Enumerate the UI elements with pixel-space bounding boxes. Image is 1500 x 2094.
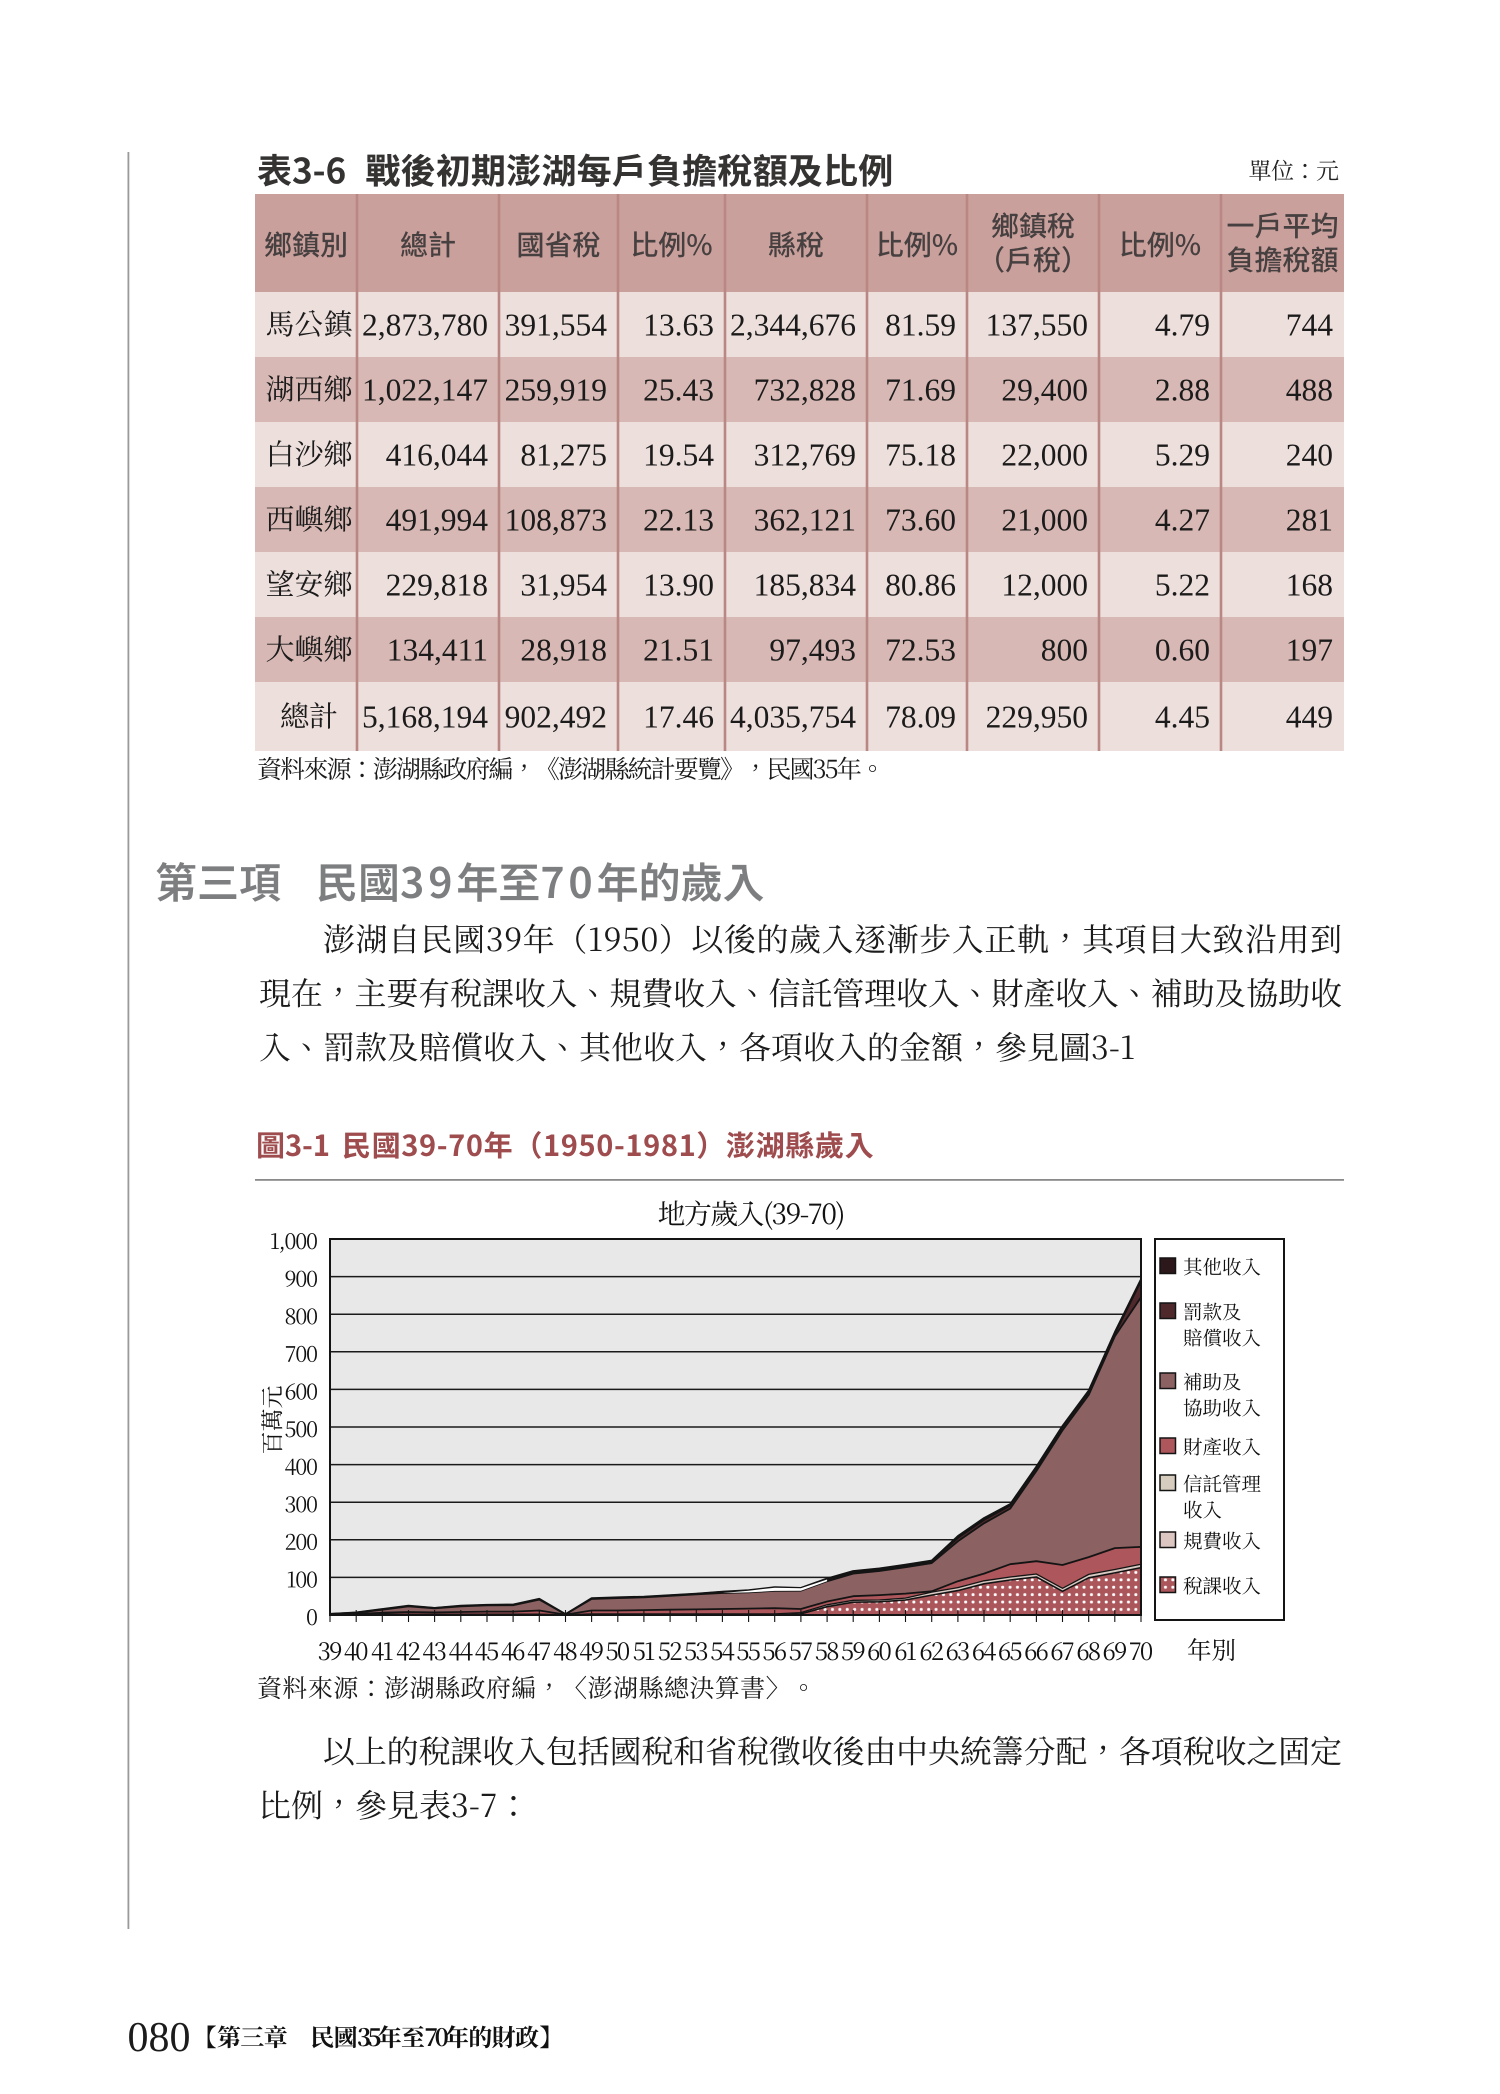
svg-text:12,000: 12,000 <box>1001 568 1088 603</box>
svg-text:25.43: 25.43 <box>643 373 714 408</box>
svg-text:137,550: 137,550 <box>986 308 1088 343</box>
svg-text:259,919: 259,919 <box>505 373 607 408</box>
svg-text:80.86: 80.86 <box>885 568 956 603</box>
svg-text:491,994: 491,994 <box>386 503 489 538</box>
svg-text:71.69: 71.69 <box>885 373 956 408</box>
svg-text:5,168,194: 5,168,194 <box>362 700 488 735</box>
svg-text:5.22: 5.22 <box>1155 568 1210 603</box>
svg-text:81,275: 81,275 <box>520 438 607 473</box>
svg-text:416,044: 416,044 <box>386 438 489 473</box>
svg-text:73.60: 73.60 <box>885 503 956 538</box>
svg-text:5.29: 5.29 <box>1155 438 1210 473</box>
svg-text:97,493: 97,493 <box>769 633 856 668</box>
svg-text:81.59: 81.59 <box>885 308 956 343</box>
svg-text:72.53: 72.53 <box>885 633 956 668</box>
svg-text:17.46: 17.46 <box>643 700 714 735</box>
svg-text:13.63: 13.63 <box>643 308 714 343</box>
svg-text:21,000: 21,000 <box>1001 503 1088 538</box>
svg-text:281: 281 <box>1286 503 1333 538</box>
svg-text:744: 744 <box>1286 308 1334 343</box>
svg-text:21.51: 21.51 <box>643 633 714 668</box>
svg-text:1,022,147: 1,022,147 <box>362 373 488 408</box>
svg-text:080: 080 <box>128 2015 191 2061</box>
svg-text:449: 449 <box>1286 700 1333 735</box>
svg-text:134,411: 134,411 <box>387 633 488 668</box>
svg-text:108,873: 108,873 <box>505 503 607 538</box>
svg-text:13.90: 13.90 <box>643 568 714 603</box>
svg-text:362,121: 362,121 <box>754 503 856 538</box>
svg-text:78.09: 78.09 <box>885 700 956 735</box>
svg-text:4.27: 4.27 <box>1155 503 1210 538</box>
svg-text:229,950: 229,950 <box>986 700 1088 735</box>
svg-text:800: 800 <box>1041 633 1088 668</box>
svg-text:312,769: 312,769 <box>754 438 856 473</box>
svg-text:732,828: 732,828 <box>754 373 856 408</box>
svg-text:229,818: 229,818 <box>386 568 488 603</box>
svg-text:28,918: 28,918 <box>520 633 607 668</box>
svg-text:2.88: 2.88 <box>1155 373 1210 408</box>
svg-text:185,834: 185,834 <box>754 568 857 603</box>
svg-text:391,554: 391,554 <box>505 308 608 343</box>
svg-text:902,492: 902,492 <box>505 700 607 735</box>
svg-text:22.13: 22.13 <box>643 503 714 538</box>
svg-text:75.18: 75.18 <box>885 438 956 473</box>
svg-text:22,000: 22,000 <box>1001 438 1088 473</box>
svg-text:29,400: 29,400 <box>1001 373 1088 408</box>
svg-text:2,873,780: 2,873,780 <box>362 308 488 343</box>
svg-text:168: 168 <box>1286 568 1333 603</box>
svg-text:197: 197 <box>1286 633 1333 668</box>
svg-text:19.54: 19.54 <box>643 438 714 473</box>
svg-text:2,344,676: 2,344,676 <box>730 308 856 343</box>
svg-text:31,954: 31,954 <box>520 568 607 603</box>
svg-text:4.45: 4.45 <box>1155 700 1210 735</box>
svg-text:4,035,754: 4,035,754 <box>730 700 856 735</box>
svg-text:488: 488 <box>1286 373 1333 408</box>
svg-text:4.79: 4.79 <box>1155 308 1210 343</box>
svg-text:0.60: 0.60 <box>1155 633 1210 668</box>
svg-text:240: 240 <box>1286 438 1333 473</box>
